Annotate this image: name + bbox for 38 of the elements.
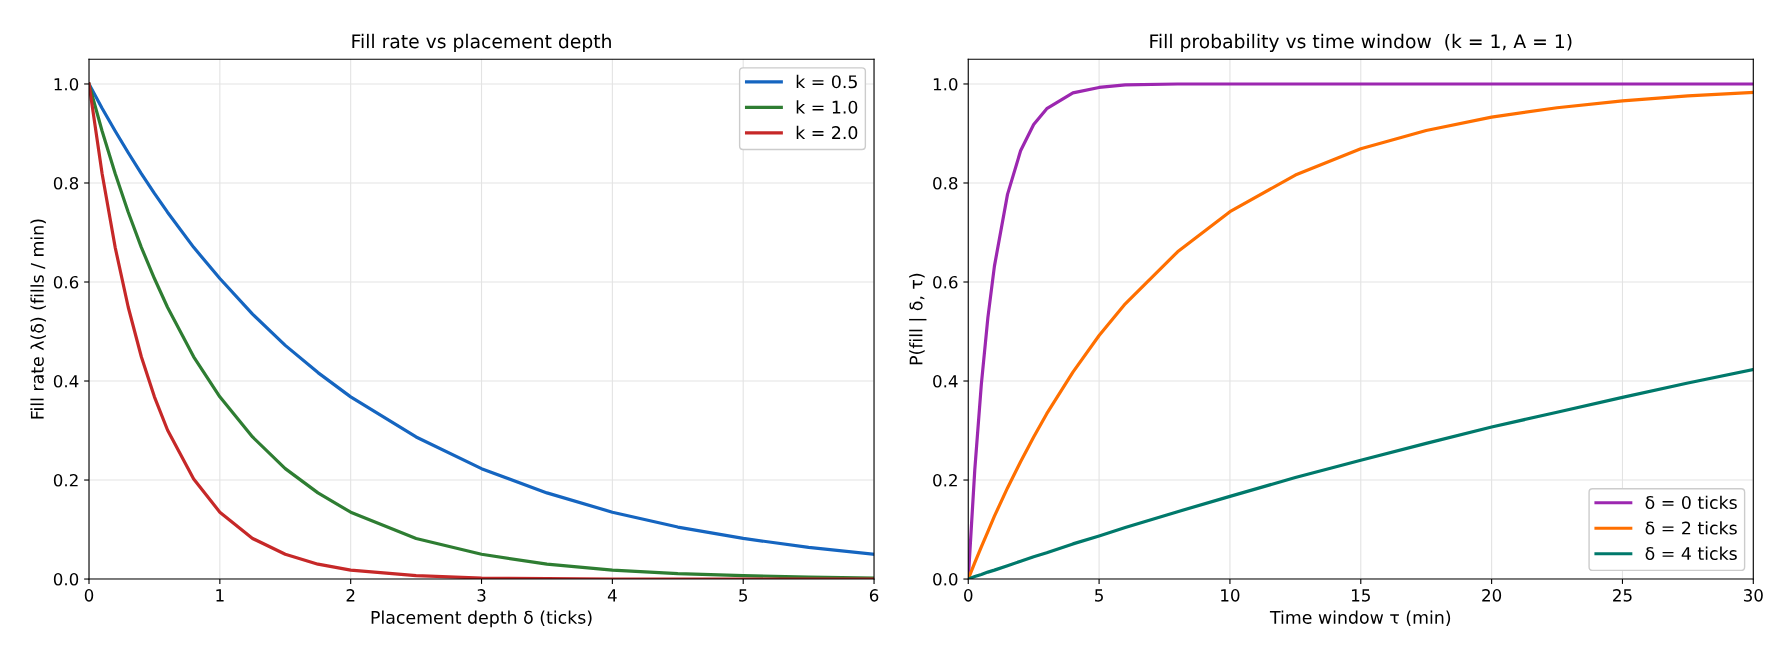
x-axis-title: Time window τ (min) [1269, 610, 1451, 626]
y-tick-label: 0.8 [53, 176, 79, 190]
x-tick-label: 4 [607, 589, 617, 602]
y-axis-title: P(fill | δ, τ) [909, 273, 927, 365]
y-axis-title: Fill rate λ(δ) (fills / min) [30, 219, 46, 419]
y-tick-label: 0.2 [53, 473, 78, 487]
x-tick-label: 1 [216, 589, 224, 602]
x-tick-label: 20 [1482, 589, 1502, 602]
y-tick-label: 0.8 [933, 176, 958, 190]
chart-title: Fill rate vs placement depth [352, 33, 611, 53]
y-tick-label: 0.0 [53, 573, 79, 586]
legend-label: δ = 2 ticks [1645, 521, 1737, 535]
x-axis-title: Placement depth δ (ticks) [371, 610, 592, 628]
x-tick-label: 10 [1221, 589, 1240, 602]
y-tick-label: 1.0 [933, 77, 958, 91]
x-tick-label: 5 [739, 589, 748, 602]
x-tick-label: 15 [1352, 589, 1370, 602]
legend-label: k = 1.0 [796, 100, 858, 114]
chart-title: Fill probability vs time window (k = 1, A = 1) [1150, 33, 1572, 53]
legend-label: δ = 4 ticks [1645, 546, 1737, 561]
x-tick-label: 30 [1743, 589, 1763, 602]
x-tick-label: 0 [964, 589, 973, 602]
y-tick-label: 0.6 [933, 275, 958, 289]
x-tick-label: 3 [477, 589, 486, 602]
y-tick-label: 0.4 [933, 374, 958, 388]
legend-label: k = 0.5 [796, 74, 857, 89]
x-tick-label: 2 [346, 589, 355, 602]
legend-label: δ = 0 ticks [1645, 495, 1737, 510]
x-tick-label: 25 [1613, 589, 1632, 602]
legend-label: k = 2.0 [796, 125, 858, 140]
y-tick-label: 0.4 [53, 374, 79, 388]
y-tick-label: 0.0 [933, 573, 958, 586]
y-tick-label: 1.0 [54, 77, 79, 91]
x-tick-label: 0 [84, 589, 94, 602]
y-tick-label: 0.6 [53, 275, 79, 289]
x-tick-label: 5 [1095, 589, 1103, 602]
x-tick-label: 6 [869, 589, 879, 602]
y-tick-label: 0.2 [933, 473, 957, 487]
